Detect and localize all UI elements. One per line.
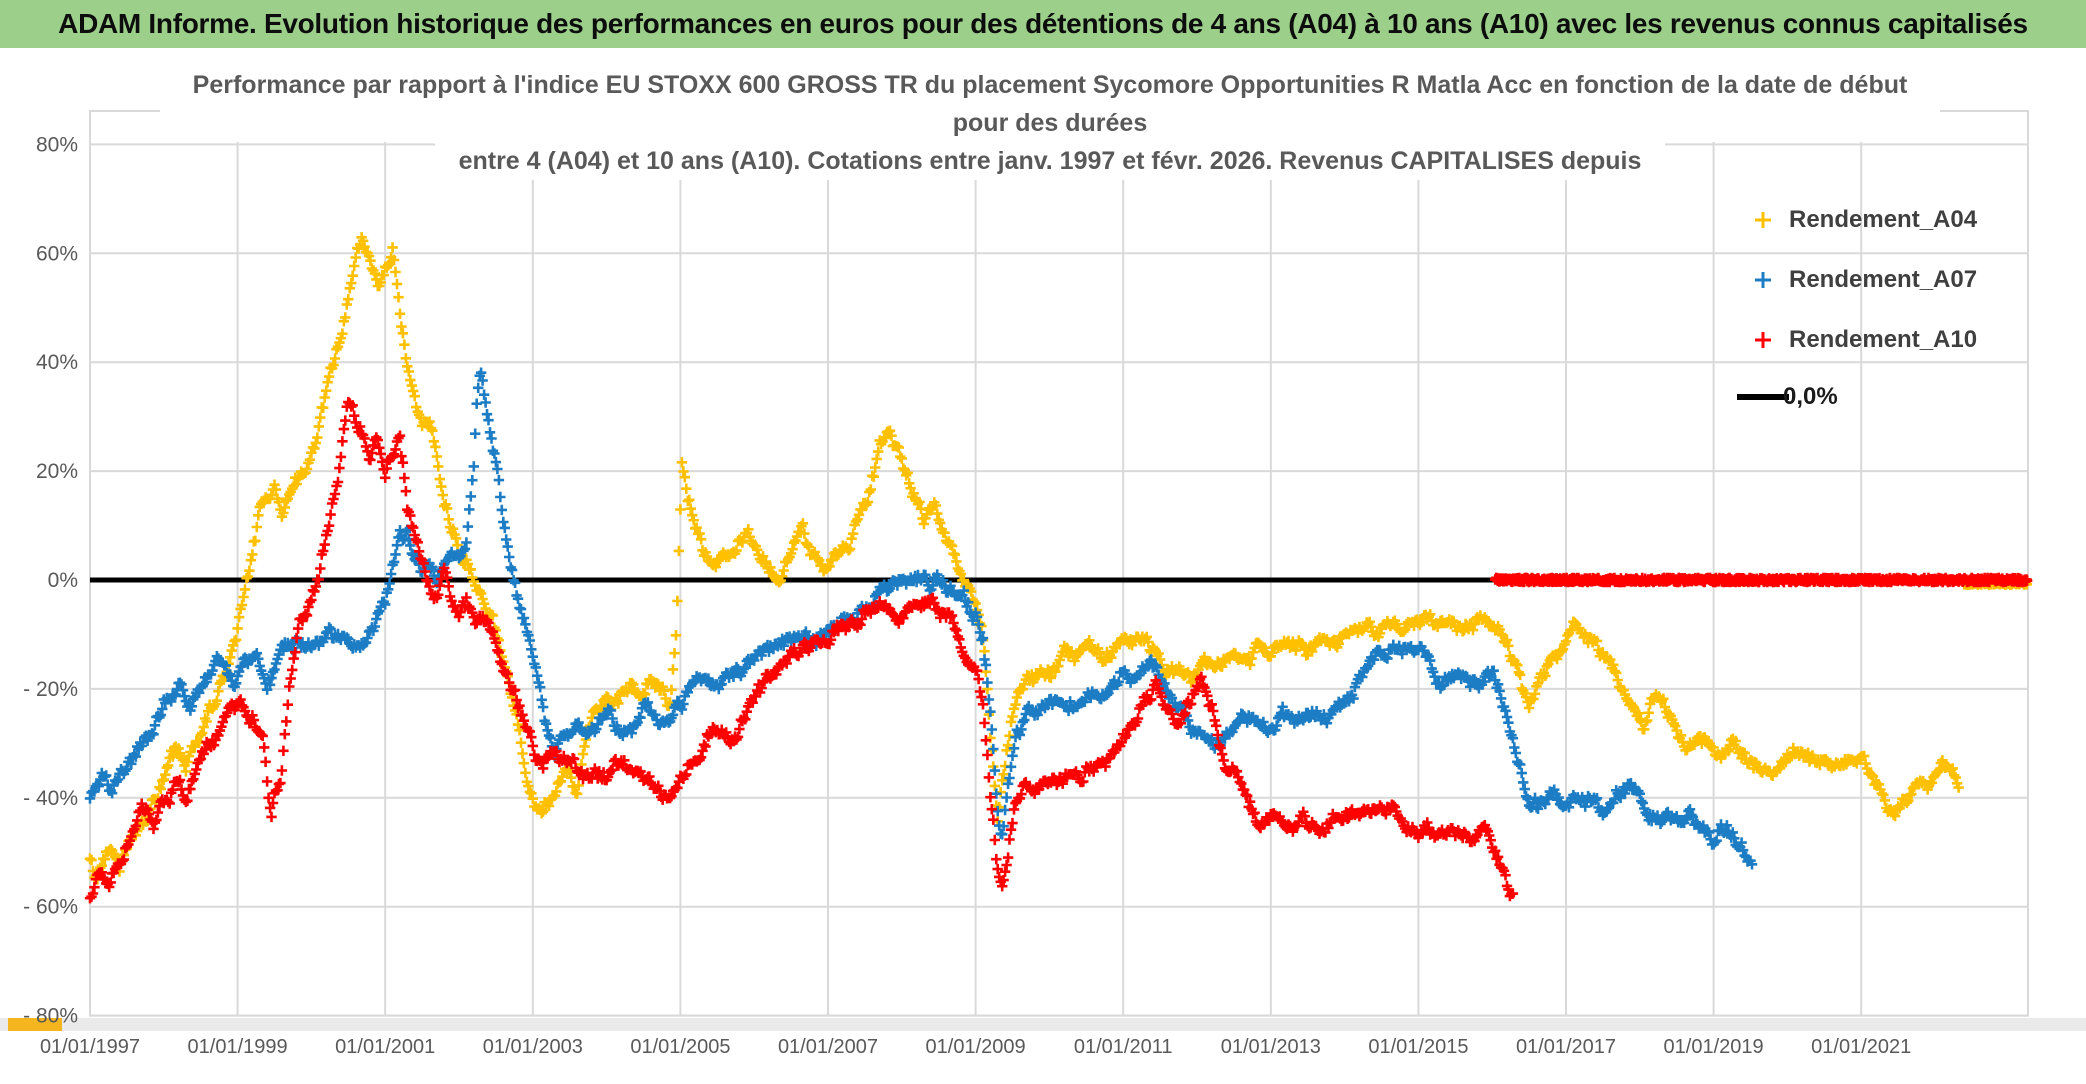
- legend-label: 0,0%: [1783, 383, 1838, 410]
- svg-text:60%: 60%: [36, 242, 78, 265]
- svg-text:01/01/2017: 01/01/2017: [1516, 1036, 1616, 1058]
- svg-text:01/01/2003: 01/01/2003: [483, 1036, 583, 1058]
- svg-text:01/01/2013: 01/01/2013: [1221, 1036, 1321, 1058]
- svg-text:- 40%: - 40%: [23, 787, 78, 810]
- zero-line-icon: [1737, 392, 1789, 402]
- svg-text:01/01/2019: 01/01/2019: [1664, 1036, 1764, 1058]
- legend-item-zero-line: 0,0%: [1737, 370, 2037, 424]
- svg-text:20%: 20%: [36, 460, 78, 483]
- legend: Rendement_A04 Rendement_A07 Rendement_A1…: [1737, 190, 2037, 424]
- legend-item-rendement-a04: Rendement_A04: [1737, 190, 2037, 250]
- plus-marker-icon: [1755, 212, 1771, 228]
- series-Rendement_A10: [84, 396, 2033, 904]
- series-Rendement_A04: [84, 232, 2032, 885]
- header-bar: ADAM Informe. Evolution historique des p…: [0, 0, 2086, 49]
- plus-marker-icon: [1737, 331, 1789, 349]
- svg-text:80%: 80%: [36, 133, 78, 156]
- legend-item-rendement-a10: Rendement_A10: [1737, 310, 2037, 370]
- svg-text:01/01/2021: 01/01/2021: [1811, 1036, 1911, 1058]
- page-title: ADAM Informe. Evolution historique des p…: [58, 8, 2028, 39]
- plus-marker-icon: [1755, 332, 1771, 348]
- accent-strip-bottom: [0, 1018, 2086, 1031]
- legend-label: Rendement_A04: [1789, 206, 1978, 233]
- plus-marker-icon: [1737, 211, 1789, 229]
- svg-text:- 80%: - 80%: [23, 1005, 78, 1028]
- svg-text:01/01/1997: 01/01/1997: [40, 1036, 140, 1058]
- zero-line-icon: [1737, 394, 1789, 400]
- accent-chip-bottom-left: [8, 1017, 62, 1031]
- chart-area: 80% 60% 40% 20% 0% - 20% - 40% - 60% - 80% 01/01/…: [0, 48, 2086, 1058]
- series-Rendement_A07: [84, 367, 1758, 870]
- x-axis-labels: 01/01/1997 01/01/1999 01/01/2001 01/01/2003…: [40, 1036, 1911, 1058]
- svg-text:40%: 40%: [36, 351, 78, 374]
- svg-text:0%: 0%: [48, 569, 78, 592]
- svg-text:01/01/2007: 01/01/2007: [778, 1036, 878, 1058]
- svg-text:- 60%: - 60%: [23, 896, 78, 919]
- plus-marker-icon: [1755, 272, 1771, 288]
- legend-item-rendement-a07: Rendement_A07: [1737, 250, 2037, 310]
- slide: ADAM Informe. Evolution historique des p…: [0, 0, 2086, 1058]
- legend-label: Rendement_A07: [1789, 266, 1978, 293]
- svg-text:01/01/2005: 01/01/2005: [630, 1036, 730, 1058]
- svg-text:- 20%: - 20%: [23, 678, 78, 701]
- svg-text:01/01/2001: 01/01/2001: [335, 1036, 435, 1058]
- svg-text:01/01/2015: 01/01/2015: [1368, 1036, 1468, 1058]
- y-axis-labels: 80% 60% 40% 20% 0% - 20% - 40% - 60% - 80%: [23, 133, 78, 1027]
- svg-text:01/01/2009: 01/01/2009: [926, 1036, 1026, 1058]
- svg-text:01/01/2011: 01/01/2011: [1074, 1036, 1173, 1058]
- plus-marker-icon: [1737, 271, 1789, 289]
- legend-label: Rendement_A10: [1789, 326, 1978, 353]
- svg-text:01/01/1999: 01/01/1999: [188, 1036, 288, 1058]
